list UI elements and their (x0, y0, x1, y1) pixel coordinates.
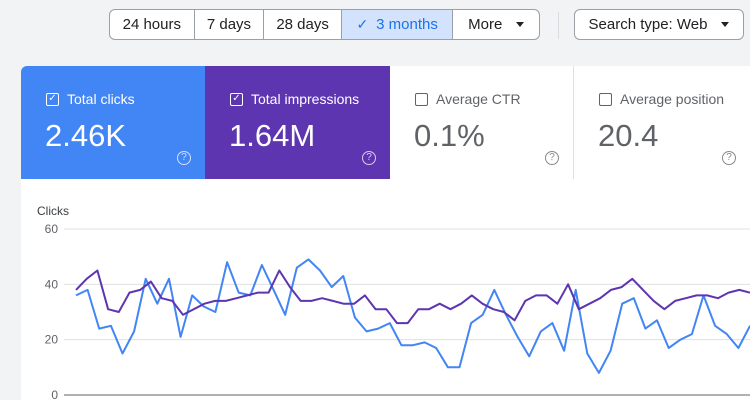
check-icon: ✓ (356, 16, 369, 32)
range-more-dropdown[interactable]: More (453, 10, 539, 39)
total-clicks-header: ✓ Total clicks (46, 91, 135, 107)
range-7-days-button[interactable]: 7 days (195, 10, 265, 39)
performance-chart-panel: Clicks 0 20 40 60 (21, 179, 750, 400)
caret-down-icon (721, 22, 730, 27)
range-24-hours-label: 24 hours (122, 16, 181, 33)
average-ctr-card[interactable]: Average CTR 0.1% ? (390, 66, 574, 179)
range-24-hours-button[interactable]: 24 hours (110, 10, 195, 39)
average-position-label: Average position (620, 91, 725, 107)
help-icon[interactable]: ? (362, 151, 376, 165)
y-tick-label: 60 (45, 222, 59, 236)
total-clicks-card[interactable]: ✓ Total clicks 2.46K ? (21, 66, 205, 179)
total-clicks-value: 2.46K (45, 118, 127, 153)
total-clicks-label: Total clicks (67, 91, 135, 107)
checkbox-unchecked-icon[interactable] (599, 92, 612, 106)
average-ctr-label: Average CTR (436, 91, 521, 107)
date-filter-bar: 24 hours 7 days 28 days ✓ 3 months More … (0, 0, 750, 50)
y-tick-label: 40 (45, 277, 59, 291)
checkbox-checked-icon[interactable]: ✓ (230, 92, 243, 106)
impressions-series-line (75, 269, 750, 325)
average-position-card[interactable]: Average position 20.4 ? (574, 66, 750, 179)
y-axis-label: Clicks (37, 204, 69, 218)
range-28-days-label: 28 days (276, 16, 329, 33)
average-ctr-value: 0.1% (414, 118, 485, 153)
help-icon[interactable]: ? (177, 151, 191, 165)
y-tick-label: 0 (51, 388, 58, 400)
range-more-label: More (468, 16, 503, 33)
range-3-months-button[interactable]: ✓ 3 months (341, 10, 454, 39)
checkbox-checked-icon[interactable]: ✓ (46, 92, 59, 106)
average-position-header: Average position (599, 91, 724, 107)
range-7-days-label: 7 days (206, 16, 252, 33)
caret-down-icon (516, 22, 525, 27)
filter-divider (558, 12, 559, 39)
checkbox-unchecked-icon[interactable] (415, 92, 428, 106)
help-icon[interactable]: ? (545, 151, 559, 165)
clicks-series-line (75, 258, 750, 374)
metric-cards: ✓ Total clicks 2.46K ? ✓ Total impressio… (21, 66, 750, 179)
total-impressions-label: Total impressions (251, 91, 360, 107)
help-icon[interactable]: ? (722, 151, 736, 165)
search-type-label: Search type: Web (588, 16, 708, 33)
average-position-value: 20.4 (598, 118, 659, 153)
y-tick-label: 20 (45, 333, 59, 347)
total-impressions-card[interactable]: ✓ Total impressions 1.64M ? (205, 66, 390, 179)
total-impressions-header: ✓ Total impressions (230, 91, 359, 107)
search-type-dropdown[interactable]: Search type: Web (574, 9, 744, 40)
range-28-days-button[interactable]: 28 days (264, 10, 342, 39)
performance-line-chart: Clicks 0 20 40 60 (37, 204, 750, 400)
date-range-segmented-control: 24 hours 7 days 28 days ✓ 3 months More (109, 9, 540, 40)
range-3-months-label: 3 months (376, 16, 438, 33)
total-impressions-value: 1.64M (229, 118, 316, 153)
average-ctr-header: Average CTR (415, 91, 521, 107)
